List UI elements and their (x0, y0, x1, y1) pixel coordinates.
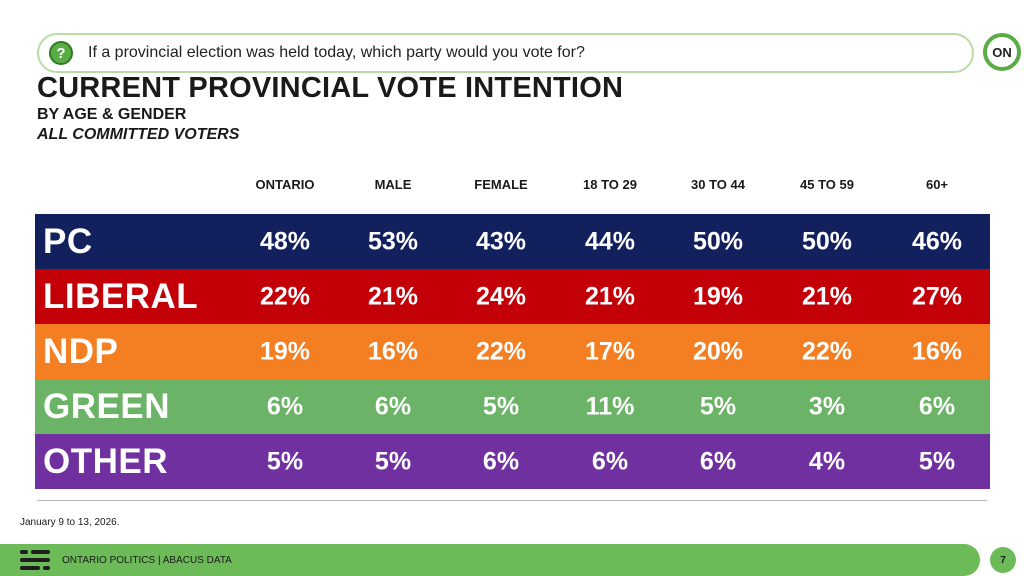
value-cell: 5% (482, 392, 520, 420)
party-row-liberal: LIBERAL 22% 21% 24% 21% 19% 21% 27% (35, 269, 990, 324)
question-text: If a provincial election was held today,… (88, 44, 585, 61)
footer-bar: ONTARIO POLITICS | ABACUS DATA (0, 544, 980, 576)
value-cell: 6% (699, 447, 737, 475)
value-cell: 17% (584, 337, 636, 365)
chart-title: CURRENT PROVINCIAL VOTE INTENTION (37, 72, 624, 104)
value-cell: 22% (475, 337, 527, 365)
value-cell: 19% (692, 282, 744, 310)
value-cell: 4% (808, 447, 846, 475)
column-header: MALE (374, 177, 412, 192)
value-cell: 43% (475, 227, 527, 255)
value-cell: 5% (699, 392, 737, 420)
party-row-pc: PC 48% 53% 43% 44% 50% 50% 46% (35, 214, 990, 269)
chart-subtitle-population: ALL COMMITTED VOTERS (37, 126, 240, 143)
value-cell: 46% (911, 227, 963, 255)
value-cell: 21% (367, 282, 419, 310)
column-header: 30 TO 44 (691, 177, 745, 192)
ontario-logo: ON (983, 33, 1021, 71)
value-cell: 21% (801, 282, 853, 310)
question-icon: ? (49, 41, 73, 65)
value-cell: 44% (584, 227, 636, 255)
party-row-ndp: NDP 19% 16% 22% 17% 20% 22% 16% (35, 324, 990, 379)
footnote: January 9 to 13, 2026. (20, 517, 120, 528)
vote-table: PC 48% 53% 43% 44% 50% 50% 46% LIBERAL 22% 21% 24% 2… (35, 214, 990, 489)
question-bar: ? If a provincial election was held toda… (37, 33, 974, 73)
value-cell: 16% (911, 337, 963, 365)
abacus-logo-icon (20, 550, 50, 570)
value-cell: 20% (692, 337, 744, 365)
page-number: 7 (990, 547, 1016, 573)
value-cell: 16% (367, 337, 419, 365)
party-row-other: OTHER 5% 5% 6% 6% 6% 4% 5% (35, 434, 990, 489)
value-cell: 50% (692, 227, 744, 255)
chart-subtitle: BY AGE & GENDER (37, 106, 187, 123)
party-row-green: GREEN 6% 6% 5% 11% 5% 3% 6% (35, 379, 990, 434)
column-header: 45 TO 59 (800, 177, 854, 192)
column-header: ONTARIO (255, 177, 315, 192)
column-header: 60+ (925, 177, 949, 192)
value-cell: 6% (266, 392, 304, 420)
divider (37, 500, 987, 501)
value-cell: 6% (482, 447, 520, 475)
value-cell: 6% (918, 392, 956, 420)
party-label: PC (43, 221, 93, 261)
value-cell: 3% (808, 392, 846, 420)
value-cell: 22% (259, 282, 311, 310)
value-cell: 6% (374, 392, 412, 420)
value-cell: 27% (911, 282, 963, 310)
column-header: 18 TO 29 (583, 177, 637, 192)
column-headers: ONTARIO MALE FEMALE 18 TO 29 30 TO 44 45 TO 5… (0, 177, 1024, 197)
value-cell: 50% (801, 227, 853, 255)
party-label: GREEN (43, 386, 170, 426)
column-header: FEMALE (474, 177, 528, 192)
party-label: LIBERAL (43, 276, 199, 316)
value-cell: 19% (259, 337, 311, 365)
value-cell: 22% (801, 337, 853, 365)
value-cell: 5% (918, 447, 956, 475)
value-cell: 21% (584, 282, 636, 310)
value-cell: 5% (266, 447, 304, 475)
value-cell: 6% (591, 447, 629, 475)
party-label: NDP (43, 331, 119, 371)
value-cell: 5% (374, 447, 412, 475)
value-cell: 24% (475, 282, 527, 310)
value-cell: 53% (367, 227, 419, 255)
footer-text: ONTARIO POLITICS | ABACUS DATA (62, 554, 232, 566)
value-cell: 11% (585, 392, 635, 420)
party-label: OTHER (43, 441, 168, 481)
value-cell: 48% (259, 227, 311, 255)
